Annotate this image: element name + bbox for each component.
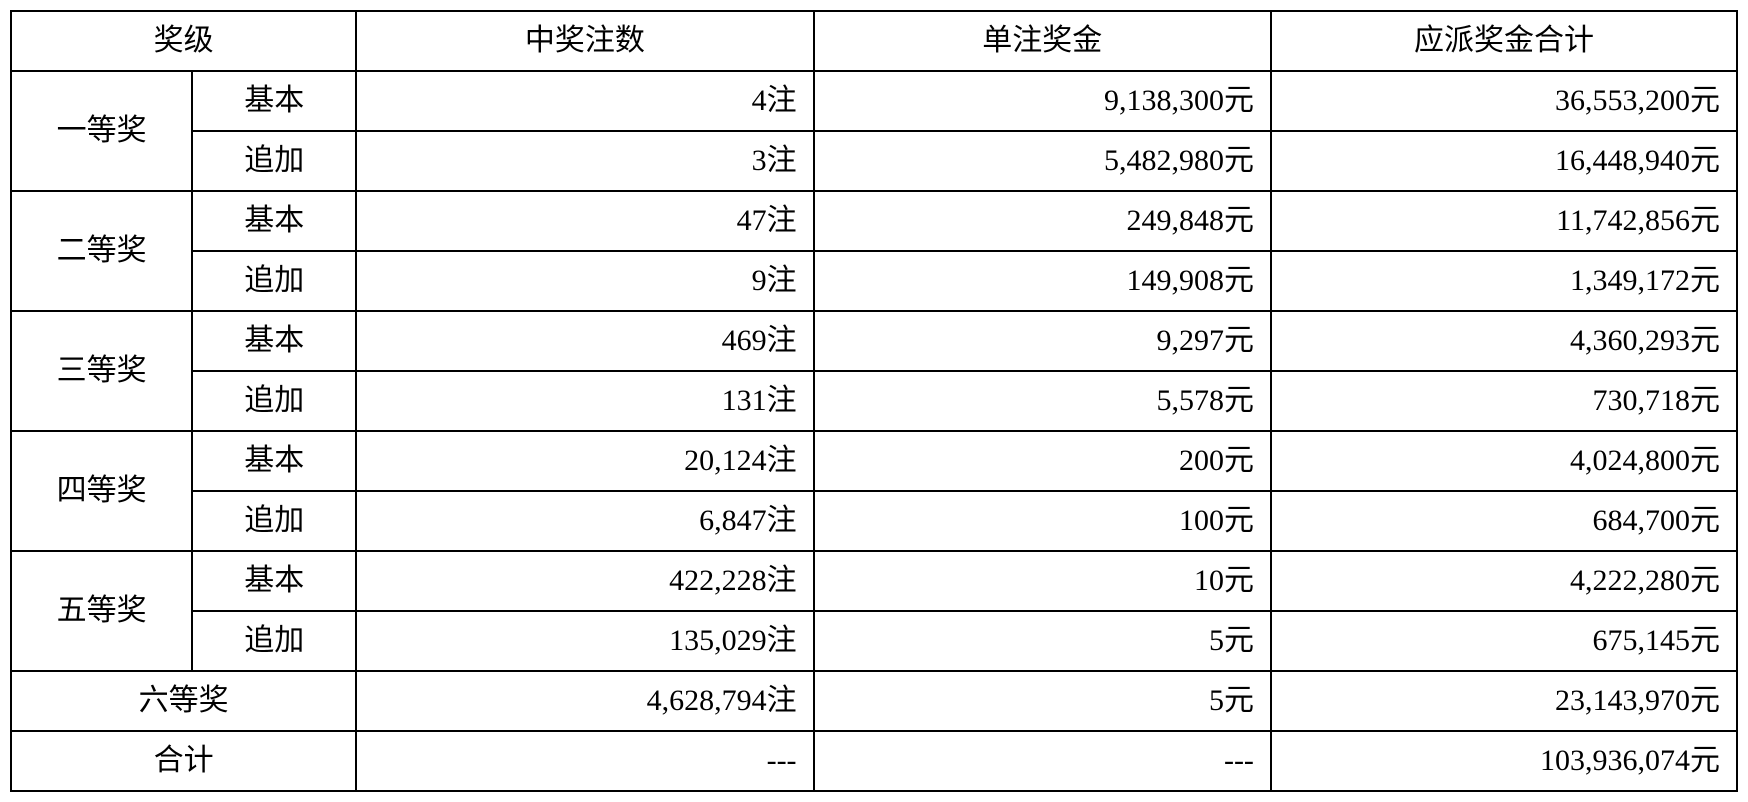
level-third: 三等奖: [11, 311, 192, 431]
row-fourth-basic: 四等奖 基本 20,124注 200元 4,024,800元: [11, 431, 1737, 491]
subtype-basic: 基本: [192, 431, 356, 491]
cell-total: 11,742,856元: [1271, 191, 1737, 251]
subtype-additional: 追加: [192, 371, 356, 431]
subtype-additional: 追加: [192, 611, 356, 671]
subtype-basic: 基本: [192, 191, 356, 251]
cell-unit: 5,578元: [814, 371, 1271, 431]
cell-unit: 5元: [814, 611, 1271, 671]
cell-unit: 200元: [814, 431, 1271, 491]
cell-count: 469注: [356, 311, 813, 371]
level-fourth: 四等奖: [11, 431, 192, 551]
row-fifth-basic: 五等奖 基本 422,228注 10元 4,222,280元: [11, 551, 1737, 611]
cell-unit: 149,908元: [814, 251, 1271, 311]
header-level: 奖级: [11, 11, 356, 71]
subtype-basic: 基本: [192, 71, 356, 131]
summary-unit: ---: [814, 731, 1271, 791]
subtype-basic: 基本: [192, 311, 356, 371]
row-second-basic: 二等奖 基本 47注 249,848元 11,742,856元: [11, 191, 1737, 251]
cell-count: 422,228注: [356, 551, 813, 611]
level-second: 二等奖: [11, 191, 192, 311]
row-second-add: 追加 9注 149,908元 1,349,172元: [11, 251, 1737, 311]
cell-total: 684,700元: [1271, 491, 1737, 551]
cell-unit: 10元: [814, 551, 1271, 611]
cell-total: 1,349,172元: [1271, 251, 1737, 311]
header-total-prize: 应派奖金合计: [1271, 11, 1737, 71]
row-summary: 合计 --- --- 103,936,074元: [11, 731, 1737, 791]
row-fifth-add: 追加 135,029注 5元 675,145元: [11, 611, 1737, 671]
row-first-basic: 一等奖 基本 4注 9,138,300元 36,553,200元: [11, 71, 1737, 131]
header-unit-prize: 单注奖金: [814, 11, 1271, 71]
cell-count: 135,029注: [356, 611, 813, 671]
summary-label: 合计: [11, 731, 356, 791]
cell-count: 47注: [356, 191, 813, 251]
level-first: 一等奖: [11, 71, 192, 191]
summary-total: 103,936,074元: [1271, 731, 1737, 791]
cell-unit: 9,297元: [814, 311, 1271, 371]
cell-count: 6,847注: [356, 491, 813, 551]
cell-total: 23,143,970元: [1271, 671, 1737, 731]
cell-count: 20,124注: [356, 431, 813, 491]
row-first-add: 追加 3注 5,482,980元 16,448,940元: [11, 131, 1737, 191]
row-third-basic: 三等奖 基本 469注 9,297元 4,360,293元: [11, 311, 1737, 371]
subtype-basic: 基本: [192, 551, 356, 611]
cell-unit: 100元: [814, 491, 1271, 551]
level-sixth: 六等奖: [11, 671, 356, 731]
cell-unit: 249,848元: [814, 191, 1271, 251]
cell-total: 36,553,200元: [1271, 71, 1737, 131]
cell-total: 16,448,940元: [1271, 131, 1737, 191]
header-count: 中奖注数: [356, 11, 813, 71]
header-row: 奖级 中奖注数 单注奖金 应派奖金合计: [11, 11, 1737, 71]
subtype-additional: 追加: [192, 251, 356, 311]
row-sixth: 六等奖 4,628,794注 5元 23,143,970元: [11, 671, 1737, 731]
cell-count: 4,628,794注: [356, 671, 813, 731]
cell-unit: 5元: [814, 671, 1271, 731]
cell-unit: 9,138,300元: [814, 71, 1271, 131]
cell-total: 730,718元: [1271, 371, 1737, 431]
cell-unit: 5,482,980元: [814, 131, 1271, 191]
cell-count: 4注: [356, 71, 813, 131]
level-fifth: 五等奖: [11, 551, 192, 671]
summary-count: ---: [356, 731, 813, 791]
cell-total: 4,360,293元: [1271, 311, 1737, 371]
cell-total: 4,222,280元: [1271, 551, 1737, 611]
cell-count: 3注: [356, 131, 813, 191]
cell-total: 675,145元: [1271, 611, 1737, 671]
subtype-additional: 追加: [192, 491, 356, 551]
lottery-prize-table: 奖级 中奖注数 单注奖金 应派奖金合计 一等奖 基本 4注 9,138,300元…: [10, 10, 1738, 792]
cell-total: 4,024,800元: [1271, 431, 1737, 491]
subtype-additional: 追加: [192, 131, 356, 191]
row-third-add: 追加 131注 5,578元 730,718元: [11, 371, 1737, 431]
cell-count: 131注: [356, 371, 813, 431]
cell-count: 9注: [356, 251, 813, 311]
row-fourth-add: 追加 6,847注 100元 684,700元: [11, 491, 1737, 551]
